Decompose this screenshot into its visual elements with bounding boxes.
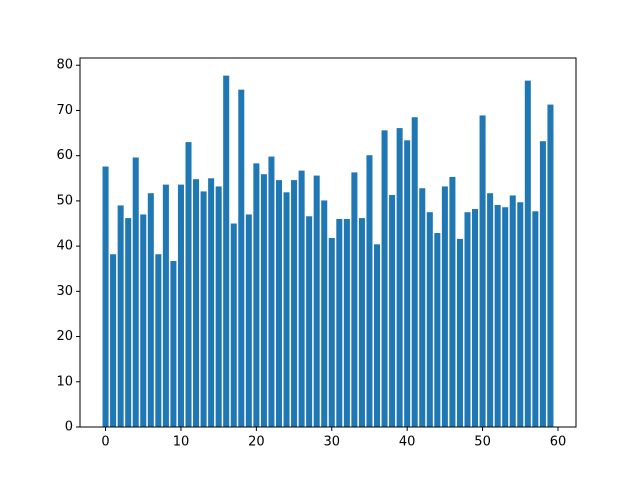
bar (373, 244, 381, 427)
bar (110, 254, 117, 427)
bar (456, 238, 463, 427)
x-tick-label: 30 (323, 435, 340, 450)
y-tick-label: 80 (56, 58, 73, 73)
bar (479, 115, 486, 427)
bar (494, 204, 501, 427)
bar (366, 155, 373, 428)
y-tick-label: 70 (56, 103, 73, 118)
bar (238, 89, 245, 427)
bar (223, 75, 230, 427)
bar (343, 218, 350, 427)
bar (193, 179, 200, 427)
bar (404, 140, 411, 428)
x-tick-label: 50 (474, 435, 491, 450)
bar (396, 128, 403, 427)
y-tick-label: 0 (65, 420, 73, 435)
bar (170, 261, 177, 427)
bar (185, 142, 192, 427)
bar (434, 233, 441, 427)
bar (306, 216, 313, 427)
bar (298, 170, 305, 428)
y-tick-label: 20 (56, 329, 73, 344)
y-tick-label: 30 (56, 284, 73, 299)
bar (215, 186, 222, 427)
bar (539, 141, 546, 428)
bar (162, 184, 169, 427)
x-tick-label: 40 (399, 435, 416, 450)
bar (283, 192, 290, 427)
x-tick-label: 60 (550, 435, 567, 450)
bar (268, 156, 275, 428)
plot-frame (79, 57, 577, 428)
bar (517, 202, 524, 427)
bar (547, 104, 554, 427)
bar (260, 174, 267, 427)
bar (230, 223, 237, 427)
bar (441, 186, 448, 427)
bar (389, 195, 396, 427)
y-tick-label: 50 (56, 193, 73, 208)
bar (200, 191, 207, 427)
bar (253, 163, 260, 428)
bar (291, 180, 298, 427)
bar (351, 172, 358, 427)
bar (524, 80, 531, 427)
bar (117, 205, 124, 427)
bar (464, 212, 471, 427)
bar (102, 166, 109, 427)
y-tick-label: 10 (56, 374, 73, 389)
bar (426, 212, 433, 427)
bar (411, 117, 418, 428)
x-tick-label: 0 (101, 435, 109, 450)
bar (147, 193, 154, 427)
bar (275, 180, 283, 427)
bar (472, 209, 479, 427)
bar (140, 214, 147, 427)
bar (155, 254, 162, 427)
bar (321, 200, 328, 427)
bar (449, 176, 456, 427)
bar (132, 157, 139, 427)
bar (419, 188, 426, 427)
bar (381, 130, 388, 427)
bar (358, 218, 365, 427)
x-tick-label: 20 (248, 435, 265, 450)
bar (487, 193, 494, 427)
x-tick-label: 10 (173, 435, 190, 450)
bar (177, 184, 184, 427)
bar (125, 218, 132, 427)
y-tick-label: 40 (56, 239, 73, 254)
bar (245, 214, 252, 427)
bar (502, 207, 509, 427)
bar (509, 195, 516, 427)
bar (328, 237, 335, 427)
bar (336, 218, 343, 427)
bar (208, 178, 215, 427)
y-tick-label: 60 (56, 148, 73, 163)
bar (313, 175, 320, 427)
bar (532, 211, 539, 427)
